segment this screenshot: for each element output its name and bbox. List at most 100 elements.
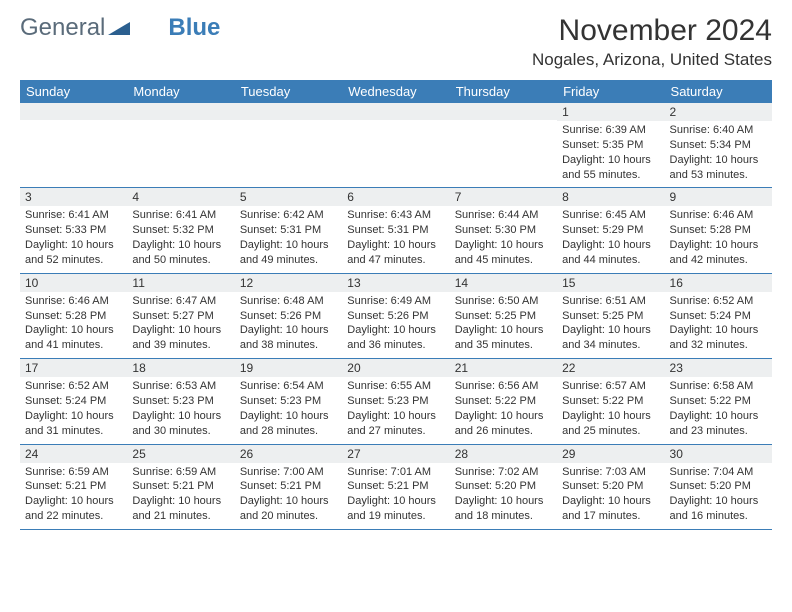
day-number: 7 — [450, 188, 557, 206]
daylight: Daylight: 10 hours and 21 minutes. — [132, 494, 229, 524]
day-cell: 27Sunrise: 7:01 AMSunset: 5:21 PMDayligh… — [342, 444, 449, 529]
day-details: Sunrise: 6:42 AMSunset: 5:31 PMDaylight:… — [235, 206, 342, 272]
week-row: 3Sunrise: 6:41 AMSunset: 5:33 PMDaylight… — [20, 188, 772, 273]
daylight: Daylight: 10 hours and 50 minutes. — [132, 238, 229, 268]
day-number: 29 — [557, 445, 664, 463]
sunset: Sunset: 5:20 PM — [670, 479, 767, 494]
day-cell: 21Sunrise: 6:56 AMSunset: 5:22 PMDayligh… — [450, 359, 557, 444]
day-number: 23 — [665, 359, 772, 377]
calendar-table: Sunday Monday Tuesday Wednesday Thursday… — [20, 80, 772, 530]
daylight: Daylight: 10 hours and 53 minutes. — [670, 153, 767, 183]
sunrise: Sunrise: 6:47 AM — [132, 294, 229, 309]
day-cell: 5Sunrise: 6:42 AMSunset: 5:31 PMDaylight… — [235, 188, 342, 273]
day-cell: 1Sunrise: 6:39 AMSunset: 5:35 PMDaylight… — [557, 103, 664, 188]
sunrise: Sunrise: 6:46 AM — [25, 294, 122, 309]
sunrise: Sunrise: 6:54 AM — [240, 379, 337, 394]
day-number: 19 — [235, 359, 342, 377]
sunrise: Sunrise: 6:41 AM — [132, 208, 229, 223]
day-details: Sunrise: 6:59 AMSunset: 5:21 PMDaylight:… — [20, 463, 127, 529]
sunrise: Sunrise: 6:58 AM — [670, 379, 767, 394]
day-number: 21 — [450, 359, 557, 377]
daylight: Daylight: 10 hours and 49 minutes. — [240, 238, 337, 268]
sunset: Sunset: 5:30 PM — [455, 223, 552, 238]
sunrise: Sunrise: 6:55 AM — [347, 379, 444, 394]
day-details: Sunrise: 6:52 AMSunset: 5:24 PMDaylight:… — [665, 292, 772, 358]
day-cell: 29Sunrise: 7:03 AMSunset: 5:20 PMDayligh… — [557, 444, 664, 529]
day-number: 14 — [450, 274, 557, 292]
sunset: Sunset: 5:22 PM — [562, 394, 659, 409]
day-details: Sunrise: 6:53 AMSunset: 5:23 PMDaylight:… — [127, 377, 234, 443]
day-details: Sunrise: 7:00 AMSunset: 5:21 PMDaylight:… — [235, 463, 342, 529]
sunset: Sunset: 5:33 PM — [25, 223, 122, 238]
sunrise: Sunrise: 6:59 AM — [132, 465, 229, 480]
sunset: Sunset: 5:25 PM — [455, 309, 552, 324]
sunset: Sunset: 5:21 PM — [25, 479, 122, 494]
day-cell: 12Sunrise: 6:48 AMSunset: 5:26 PMDayligh… — [235, 273, 342, 358]
sunset: Sunset: 5:26 PM — [347, 309, 444, 324]
day-details: Sunrise: 6:39 AMSunset: 5:35 PMDaylight:… — [557, 121, 664, 187]
week-row: 17Sunrise: 6:52 AMSunset: 5:24 PMDayligh… — [20, 359, 772, 444]
daylight: Daylight: 10 hours and 38 minutes. — [240, 323, 337, 353]
day-number: 24 — [20, 445, 127, 463]
day-number: 11 — [127, 274, 234, 292]
day-number: 22 — [557, 359, 664, 377]
day-details: Sunrise: 6:43 AMSunset: 5:31 PMDaylight:… — [342, 206, 449, 272]
day-cell: 7Sunrise: 6:44 AMSunset: 5:30 PMDaylight… — [450, 188, 557, 273]
day-number: 18 — [127, 359, 234, 377]
sunrise: Sunrise: 6:52 AM — [670, 294, 767, 309]
sunset: Sunset: 5:26 PM — [240, 309, 337, 324]
day-details: Sunrise: 7:03 AMSunset: 5:20 PMDaylight:… — [557, 463, 664, 529]
sunrise: Sunrise: 6:44 AM — [455, 208, 552, 223]
location: Nogales, Arizona, United States — [532, 50, 772, 70]
sunrise: Sunrise: 6:39 AM — [562, 123, 659, 138]
sunset: Sunset: 5:31 PM — [347, 223, 444, 238]
header-monday: Monday — [127, 80, 234, 103]
day-number: 6 — [342, 188, 449, 206]
daylight: Daylight: 10 hours and 30 minutes. — [132, 409, 229, 439]
day-cell: 15Sunrise: 6:51 AMSunset: 5:25 PMDayligh… — [557, 273, 664, 358]
sunset: Sunset: 5:22 PM — [455, 394, 552, 409]
day-details: Sunrise: 6:56 AMSunset: 5:22 PMDaylight:… — [450, 377, 557, 443]
day-number: 10 — [20, 274, 127, 292]
daylight: Daylight: 10 hours and 32 minutes. — [670, 323, 767, 353]
day-details: Sunrise: 7:04 AMSunset: 5:20 PMDaylight:… — [665, 463, 772, 529]
empty-cell — [450, 103, 557, 188]
sunrise: Sunrise: 6:56 AM — [455, 379, 552, 394]
day-cell: 13Sunrise: 6:49 AMSunset: 5:26 PMDayligh… — [342, 273, 449, 358]
day-details: Sunrise: 6:45 AMSunset: 5:29 PMDaylight:… — [557, 206, 664, 272]
day-number: 2 — [665, 103, 772, 121]
header-saturday: Saturday — [665, 80, 772, 103]
day-cell: 24Sunrise: 6:59 AMSunset: 5:21 PMDayligh… — [20, 444, 127, 529]
sunset: Sunset: 5:21 PM — [240, 479, 337, 494]
day-details: Sunrise: 6:41 AMSunset: 5:33 PMDaylight:… — [20, 206, 127, 272]
sunset: Sunset: 5:23 PM — [132, 394, 229, 409]
day-details: Sunrise: 6:44 AMSunset: 5:30 PMDaylight:… — [450, 206, 557, 272]
day-cell: 6Sunrise: 6:43 AMSunset: 5:31 PMDaylight… — [342, 188, 449, 273]
day-number: 13 — [342, 274, 449, 292]
day-details: Sunrise: 7:02 AMSunset: 5:20 PMDaylight:… — [450, 463, 557, 529]
week-row: 1Sunrise: 6:39 AMSunset: 5:35 PMDaylight… — [20, 103, 772, 188]
day-details: Sunrise: 6:59 AMSunset: 5:21 PMDaylight:… — [127, 463, 234, 529]
day-number: 3 — [20, 188, 127, 206]
sunrise: Sunrise: 7:03 AM — [562, 465, 659, 480]
day-cell: 19Sunrise: 6:54 AMSunset: 5:23 PMDayligh… — [235, 359, 342, 444]
daylight: Daylight: 10 hours and 45 minutes. — [455, 238, 552, 268]
day-details: Sunrise: 6:40 AMSunset: 5:34 PMDaylight:… — [665, 121, 772, 187]
weekday-header-row: Sunday Monday Tuesday Wednesday Thursday… — [20, 80, 772, 103]
daylight: Daylight: 10 hours and 17 minutes. — [562, 494, 659, 524]
day-cell: 8Sunrise: 6:45 AMSunset: 5:29 PMDaylight… — [557, 188, 664, 273]
daylight: Daylight: 10 hours and 25 minutes. — [562, 409, 659, 439]
sunset: Sunset: 5:35 PM — [562, 138, 659, 153]
daylight: Daylight: 10 hours and 26 minutes. — [455, 409, 552, 439]
day-cell: 17Sunrise: 6:52 AMSunset: 5:24 PMDayligh… — [20, 359, 127, 444]
sunrise: Sunrise: 6:49 AM — [347, 294, 444, 309]
day-cell: 4Sunrise: 6:41 AMSunset: 5:32 PMDaylight… — [127, 188, 234, 273]
day-number: 16 — [665, 274, 772, 292]
sunset: Sunset: 5:21 PM — [132, 479, 229, 494]
day-cell: 25Sunrise: 6:59 AMSunset: 5:21 PMDayligh… — [127, 444, 234, 529]
daylight: Daylight: 10 hours and 41 minutes. — [25, 323, 122, 353]
sunrise: Sunrise: 6:53 AM — [132, 379, 229, 394]
day-details: Sunrise: 7:01 AMSunset: 5:21 PMDaylight:… — [342, 463, 449, 529]
header-wednesday: Wednesday — [342, 80, 449, 103]
sunset: Sunset: 5:23 PM — [240, 394, 337, 409]
